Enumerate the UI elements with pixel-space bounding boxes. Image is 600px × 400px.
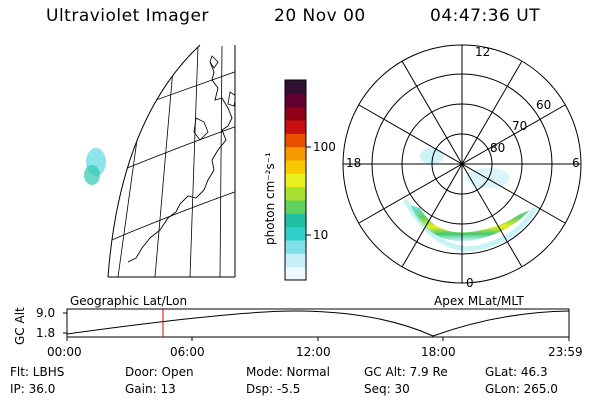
mlat-label-60: 60: [536, 98, 552, 112]
filter-readout: Flt: LBHS: [10, 365, 65, 379]
mlt-label-12: 12: [475, 45, 491, 59]
door-readout: Door: Open: [125, 365, 194, 379]
dsp-readout: Dsp: -5.5: [246, 382, 301, 396]
xtick-1800: 18:00: [421, 345, 456, 359]
colorbar-segment: [285, 160, 306, 174]
colorbar: [284, 79, 311, 281]
colorbar-segment: [285, 80, 306, 94]
glat-readout: GLat: 46.3: [485, 365, 548, 379]
colorbar-label-10: 10: [313, 228, 329, 242]
altitude-ymin: 1.8: [36, 326, 56, 340]
colorbar-segment: [285, 133, 306, 148]
colorbar-segment: [285, 240, 306, 254]
geo-map-label: Geographic Lat/Lon: [70, 294, 188, 308]
altitude-ymax: 9.0: [36, 306, 56, 320]
instrument-title: Ultraviolet Imager: [46, 6, 209, 26]
colorbar-unit-label: photon cm⁻²s⁻¹: [263, 152, 277, 245]
colorbar-segment: [285, 200, 306, 214]
mlt-label-0: 0: [466, 276, 474, 290]
altitude-curve: [66, 310, 570, 337]
mlt-label-18: 18: [346, 156, 362, 170]
mlat-label-70: 70: [512, 119, 528, 133]
time-label: 04:47:36 UT: [430, 6, 541, 26]
colorbar-segment: [285, 213, 306, 228]
altitude-plot-frame: [66, 308, 570, 338]
colorbar-segment: [285, 106, 306, 121]
date-label: 20 Nov 00: [274, 6, 366, 26]
colorbar-segment: [285, 120, 306, 134]
coastline: [127, 61, 233, 263]
colorbar-label-100: 100: [313, 140, 336, 154]
xtick-0600: 06:00: [170, 345, 205, 359]
polar-map: [342, 44, 582, 284]
colorbar-segment: [285, 173, 306, 188]
globe-limb: [107, 44, 201, 278]
colorbar-segment: [285, 266, 306, 281]
glon-readout: GLon: 265.0: [485, 382, 558, 396]
gc-alt-readout: GC Alt: 7.9 Re: [364, 365, 448, 379]
ip-readout: IP: 36.0: [10, 382, 56, 396]
altitude-ylabel: GC Alt: [13, 307, 27, 345]
auroral-oval: [410, 205, 530, 242]
colorbar-frame: [284, 79, 307, 281]
colorbar-segment: [285, 146, 306, 161]
polar-map-label: Apex MLat/MLT: [434, 294, 524, 308]
mode-readout: Mode: Normal: [246, 365, 330, 379]
mlt-label-6: 6: [572, 156, 580, 170]
mlat-label-80: 80: [490, 141, 506, 155]
colorbar-segment: [285, 186, 306, 201]
colorbar-segment: [285, 226, 306, 241]
xtick-0000: 00:00: [47, 345, 82, 359]
xtick-1200: 12:00: [296, 345, 331, 359]
geographic-map: [84, 44, 236, 278]
xtick-2359: 23:59: [548, 345, 583, 359]
colorbar-segment: [285, 253, 306, 268]
altitude-plot: [63, 308, 570, 341]
map-grid: [108, 45, 235, 277]
colorbar-segment: [285, 93, 306, 108]
gain-readout: Gain: 13: [125, 382, 176, 396]
seq-readout: Seq: 30: [364, 382, 410, 396]
